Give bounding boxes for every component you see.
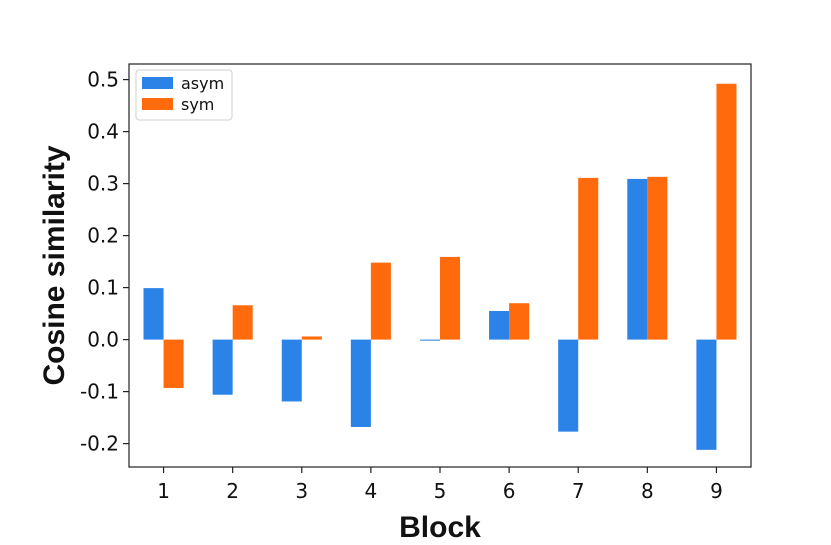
- bar-asym-block-5: [419, 339, 440, 341]
- y-tick-label: -0.2: [80, 432, 119, 456]
- bar-sym-block-5: [440, 256, 461, 340]
- bar-asym-block-6: [489, 311, 510, 340]
- legend-label-asym: asym: [181, 74, 224, 93]
- x-tick-label: 6: [503, 479, 516, 503]
- y-tick-label: 0.0: [87, 328, 119, 352]
- bar-asym-block-2: [212, 339, 233, 395]
- bar-sym-block-9: [716, 83, 737, 340]
- bar-sym-block-1: [163, 339, 184, 388]
- bar-asym-block-8: [627, 178, 648, 340]
- x-tick-label: 8: [641, 479, 654, 503]
- legend-swatch-sym: [142, 98, 173, 110]
- y-axis-label: Cosine similarity: [38, 145, 71, 385]
- bar-sym-block-4: [370, 262, 391, 340]
- x-tick-label: 1: [157, 479, 170, 503]
- x-tick-label: 3: [295, 479, 308, 503]
- bar-asym-block-1: [143, 288, 164, 340]
- x-axis-ticks: 1 2 3 4 5 6 7 8 9: [157, 467, 723, 503]
- legend-swatch-asym: [142, 77, 173, 89]
- x-tick-label: 2: [226, 479, 239, 503]
- bars-group: [143, 83, 737, 450]
- legend-label-sym: sym: [181, 95, 214, 114]
- bar-asym-block-9: [696, 339, 717, 450]
- y-tick-label: 0.1: [87, 276, 119, 300]
- y-tick-label: 0.2: [87, 224, 119, 248]
- x-axis-label: Block: [399, 511, 481, 544]
- y-tick-label: 0.4: [87, 120, 119, 144]
- bar-sym-block-2: [232, 305, 253, 340]
- y-tick-label: 0.3: [87, 172, 119, 196]
- y-tick-label: -0.1: [80, 380, 119, 404]
- legend: asym sym: [135, 69, 233, 121]
- bar-sym-block-6: [509, 303, 530, 340]
- x-tick-label: 5: [434, 479, 447, 503]
- y-tick-label: 0.5: [87, 68, 119, 92]
- bar-asym-block-7: [558, 339, 579, 432]
- bar-sym-block-8: [647, 176, 668, 340]
- x-tick-label: 7: [572, 479, 585, 503]
- x-tick-label: 9: [710, 479, 723, 503]
- x-tick-label: 4: [365, 479, 378, 503]
- y-axis-ticks: -0.2 -0.1 0.0 0.1 0.2 0.3 0.4 0.5: [80, 68, 129, 456]
- bar-asym-block-3: [281, 339, 302, 402]
- bar-sym-block-3: [301, 336, 322, 340]
- bar-sym-block-7: [578, 177, 599, 340]
- bar-asym-block-4: [350, 339, 371, 427]
